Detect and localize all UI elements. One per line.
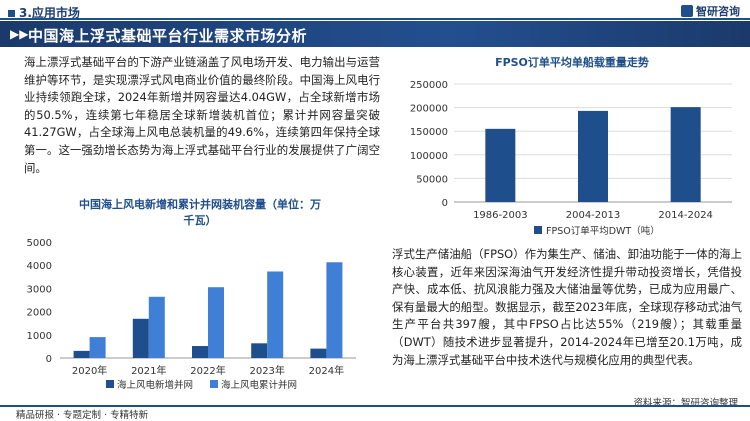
title-bar: ▶▶ 中国海上浮式基础平台行业需求市场分析 (0, 21, 750, 47)
bar-dwt-2 (670, 107, 701, 202)
y-tick-label: 100000 (410, 151, 448, 162)
paragraph-wind-power: 海上漂浮式基础平台的下游产业链涵盖了风电场开发、电力输出与运营维护等环节，是实现… (24, 55, 380, 175)
bottom-divider (0, 405, 750, 407)
y-tick-label: 150000 (410, 127, 448, 138)
footer-slogan: 精品研报 · 专题定制 · 专精特新 (16, 410, 149, 421)
top-divider (0, 18, 750, 20)
bar-dwt-1 (578, 110, 608, 202)
bar-new-1 (132, 318, 149, 358)
y-tick-label: 250000 (410, 80, 448, 91)
x-tick-label: 2022年 (190, 364, 225, 377)
chart1-title-line1: 中国海上风电新增和累计并网装机容量（单位：万 (79, 197, 321, 211)
x-tick-label: 2024年 (309, 364, 344, 377)
legend-swatch-1 (210, 380, 218, 388)
y-tick-label: 3000 (27, 284, 52, 295)
legend-label-0: FPSO订单平均DWT（吨） (546, 225, 660, 237)
page-title: 中国海上浮式基础平台行业需求市场分析 (28, 27, 308, 45)
y-tick-label: 0 (46, 354, 52, 365)
legend-swatch-0 (106, 380, 114, 388)
bar-cumulative-1 (148, 296, 165, 358)
legend-label-1: 海上风电累计并网 (221, 379, 297, 391)
chart-fpso-dwt: FPSO订单平均单船载重量走势 0 50000 100000 150000 200000… (410, 55, 732, 237)
x-tick-label: 2023年 (249, 364, 284, 377)
legend-label-0: 海上风电新增并网 (117, 379, 193, 391)
brand-name: 智研咨询 (696, 5, 740, 18)
brand-logo-icon (681, 5, 693, 17)
bar-cumulative-2 (208, 287, 224, 358)
paragraph-fpso: 浮式生产储油船（FPSO）作为集生产、储油、卸油功能于一体的海上核心装置，近年来… (392, 247, 742, 367)
bar-new-4 (310, 348, 327, 358)
bar-cumulative-0 (89, 337, 106, 358)
bar-new-2 (192, 346, 208, 358)
section-square-icon (8, 10, 15, 17)
chart1-title-line2: 千瓦） (184, 213, 217, 227)
x-tick-label: 2014-2024 (658, 210, 713, 221)
x-tick-label: 2004-2013 (566, 210, 621, 221)
x-tick-label: 2020年 (72, 364, 107, 377)
section-tag: 3.应用市场 (8, 4, 80, 21)
y-tick-label: 50000 (416, 174, 448, 185)
y-tick-label: 4000 (27, 261, 52, 272)
brand: 智研咨询 (681, 3, 740, 19)
y-tick-label: 1000 (27, 331, 52, 342)
section-label: 3.应用市场 (19, 6, 80, 20)
y-tick-label: 2000 (27, 308, 52, 319)
bar-cumulative-4 (326, 262, 343, 358)
bar-dwt-0 (485, 128, 516, 202)
bar-new-0 (73, 350, 90, 358)
y-tick-label: 0 (442, 198, 448, 209)
double-chevron-icon: ▶▶ (10, 27, 29, 41)
bar-cumulative-3 (267, 271, 284, 358)
source-note: 资料来源：智研咨询整理 (633, 398, 738, 409)
x-tick-label: 1986-2003 (473, 210, 528, 221)
legend-swatch-0 (534, 226, 542, 234)
y-tick-label: 200000 (410, 104, 448, 115)
chart2-title: FPSO订单平均单船载重量走势 (495, 55, 649, 69)
x-tick-label: 2021年 (131, 364, 166, 377)
y-tick-label: 5000 (27, 238, 52, 249)
chart-wind-capacity: 中国海上风电新增和累计并网装机容量（单位：万 千瓦） 0 1000 2000 3000… (27, 197, 356, 391)
bar-new-3 (251, 343, 268, 358)
